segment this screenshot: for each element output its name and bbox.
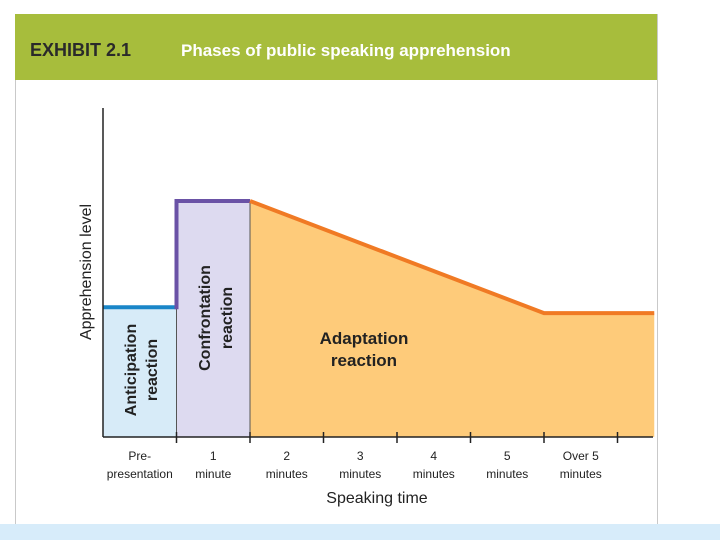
adaptation-line — [249, 199, 655, 316]
x-tick-label: minute — [195, 467, 231, 481]
x-tick-label: minutes — [486, 467, 528, 481]
x-tick-label: Pre- — [128, 449, 151, 463]
x-tick-label: 4 — [430, 449, 437, 463]
adaptation-label: Adaptation — [320, 329, 409, 348]
exhibit-header: EXHIBIT 2.1 Phases of public speaking ap… — [15, 14, 657, 80]
x-tick-label: 5 — [504, 449, 511, 463]
x-tick-label: minutes — [560, 467, 602, 481]
confrontation-label: reaction — [219, 287, 236, 349]
x-tick-label: presentation — [107, 467, 173, 481]
x-tick-label: minutes — [266, 467, 308, 481]
x-tick-label: minutes — [413, 467, 455, 481]
confrontation-label: Confrontation — [197, 265, 214, 371]
x-tick-label: 2 — [283, 449, 290, 463]
x-tick-label: minutes — [339, 467, 381, 481]
confrontation-area — [176, 201, 250, 437]
adaptation-area — [250, 201, 655, 437]
x-tick-label: Over 5 — [563, 449, 599, 463]
anticipation-label: reaction — [144, 339, 161, 401]
exhibit-title: Phases of public speaking apprehension — [181, 41, 511, 60]
x-tick-label: 3 — [357, 449, 364, 463]
adaptation-label: reaction — [331, 351, 397, 370]
bottom-band — [0, 524, 720, 540]
x-tick-label: 1 — [210, 449, 217, 463]
exhibit-id: EXHIBIT 2.1 — [30, 40, 132, 60]
anticipation-label: Anticipation — [123, 324, 140, 416]
x-axis-title: Speaking time — [326, 490, 427, 507]
y-axis-title: Apprehension level — [78, 204, 95, 340]
anticipation-area — [103, 307, 177, 437]
